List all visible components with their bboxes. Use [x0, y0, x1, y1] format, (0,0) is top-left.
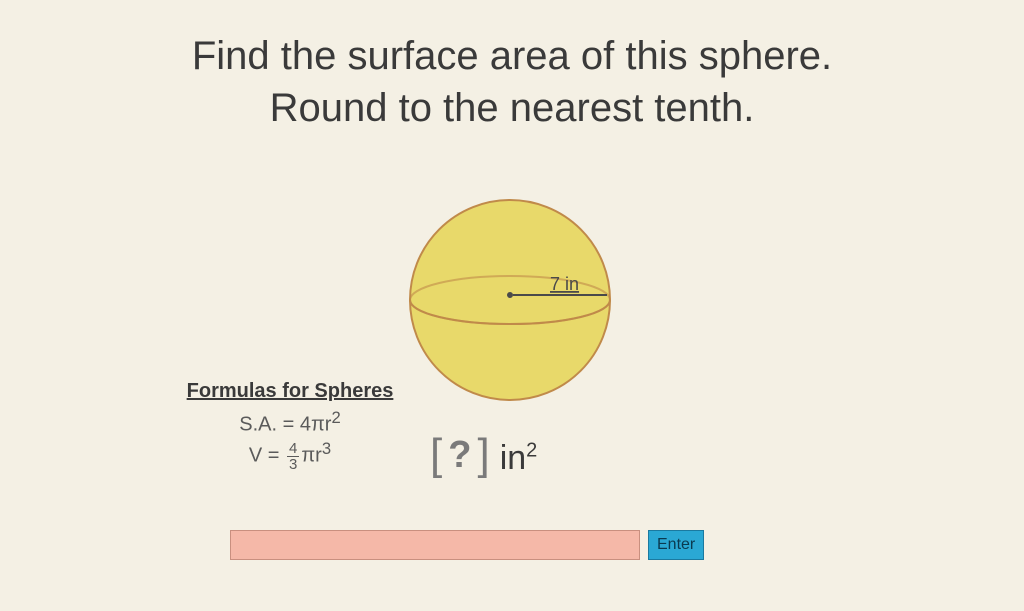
unit-base: in — [500, 439, 526, 477]
formula-v-suffix: πr — [301, 444, 321, 466]
sphere-radius-label: 7 in — [550, 274, 579, 294]
formulas-title: Formulas for Spheres — [175, 380, 405, 403]
heading-line-1: Find the surface area of this sphere. — [0, 30, 1024, 82]
answer-unit: in2 — [500, 439, 538, 478]
problem-page: Find the surface area of this sphere. Ro… — [0, 0, 1024, 611]
unit-exp: 2 — [526, 440, 537, 462]
sphere-circle — [410, 200, 610, 400]
problem-heading: Find the surface area of this sphere. Ro… — [0, 30, 1024, 134]
sphere-svg: 7 in — [405, 195, 615, 405]
sphere-diagram: 7 in — [405, 195, 615, 405]
formula-v-prefix: V = — [249, 444, 285, 466]
enter-button[interactable]: Enter — [648, 530, 704, 560]
input-row: Enter — [230, 530, 704, 560]
formulas-box: Formulas for Spheres S.A. = 4πr2 V = 43π… — [175, 380, 405, 472]
answer-box: [ ? ] — [430, 430, 490, 480]
answer-placeholder: ? — [442, 434, 477, 477]
heading-line-2: Round to the nearest tenth. — [0, 82, 1024, 134]
formula-sa-exp: 2 — [331, 408, 340, 427]
bracket-open: [ — [430, 430, 442, 480]
formula-volume: V = 43πr3 — [175, 438, 405, 472]
sphere-center-dot — [507, 292, 513, 298]
answer-input[interactable] — [230, 530, 640, 560]
formula-v-num: 4 — [287, 441, 299, 457]
formula-v-exp: 3 — [322, 439, 331, 458]
formula-v-fraction: 43 — [287, 441, 299, 472]
formula-sa-text: S.A. = 4πr — [239, 414, 331, 436]
formula-surface-area: S.A. = 4πr2 — [175, 407, 405, 438]
formula-v-den: 3 — [287, 457, 299, 472]
answer-display: [ ? ] in2 — [430, 430, 537, 480]
bracket-close: ] — [477, 430, 489, 480]
